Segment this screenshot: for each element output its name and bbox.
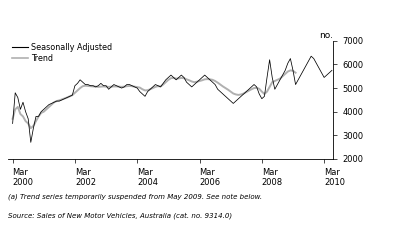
Text: no.: no.: [320, 31, 333, 40]
Legend: Seasonally Adjusted, Trend: Seasonally Adjusted, Trend: [12, 42, 112, 63]
Text: (a) Trend series temporarily suspended from May 2009. See note below.: (a) Trend series temporarily suspended f…: [8, 193, 262, 200]
Text: Source: Sales of New Motor Vehicles, Australia (cat. no. 9314.0): Source: Sales of New Motor Vehicles, Aus…: [8, 213, 232, 220]
